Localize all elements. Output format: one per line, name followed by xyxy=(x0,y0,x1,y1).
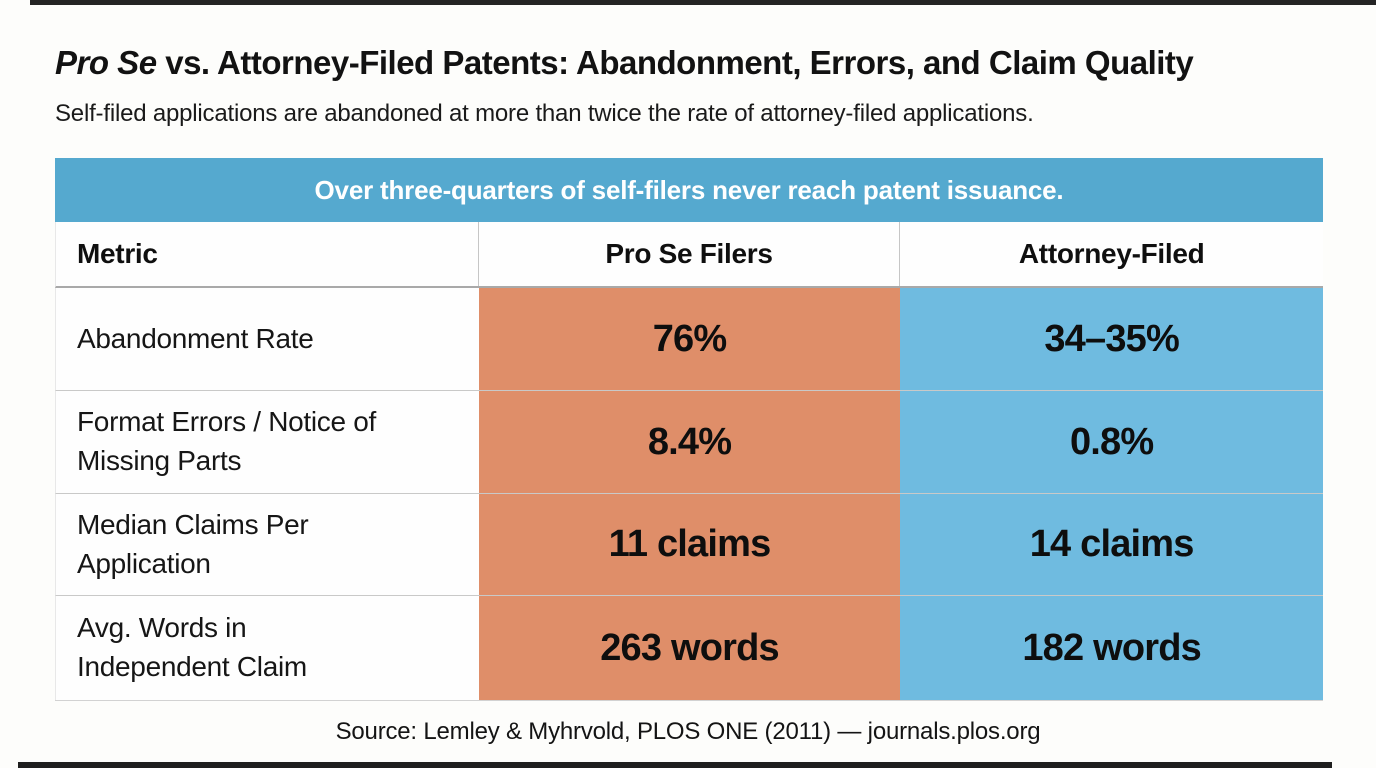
table-row: Abandonment Rate 76% 34–35% xyxy=(55,288,1323,390)
table-banner: Over three-quarters of self-filers never… xyxy=(55,158,1323,222)
title-rest-part: vs. Attorney-Filed Patents: Abandonment,… xyxy=(156,44,1194,81)
attorney-value: 182 words xyxy=(900,596,1323,700)
metric-label: Median Claims Per Application xyxy=(56,494,479,595)
column-header-metric: Metric xyxy=(56,222,479,286)
table-row: Median Claims Per Application 11 claims … xyxy=(55,493,1323,595)
table-row: Format Errors / Notice of Missing Parts … xyxy=(55,390,1323,493)
table-header-row: Metric Pro Se Filers Attorney-Filed xyxy=(55,222,1323,288)
source-citation: Source: Lemley & Myhrvold, PLOS ONE (201… xyxy=(335,718,1041,745)
metric-label: Abandonment Rate xyxy=(56,288,479,390)
pro-se-value: 11 claims xyxy=(478,494,901,595)
table-row: Avg. Words in Independent Claim 263 word… xyxy=(55,595,1323,700)
column-header-pro-se: Pro Se Filers xyxy=(478,222,901,286)
comparison-table: Over three-quarters of self-filers never… xyxy=(55,158,1323,701)
top-edge-bar xyxy=(30,0,1376,5)
bottom-edge-bar xyxy=(18,762,1332,768)
attorney-value: 34–35% xyxy=(900,288,1323,390)
pro-se-value: 76% xyxy=(478,288,901,390)
page-title: Pro Se vs. Attorney-Filed Patents: Aband… xyxy=(55,44,1194,82)
pro-se-value: 8.4% xyxy=(478,391,901,493)
page-subtitle: Self-filed applications are abandoned at… xyxy=(55,100,1034,127)
title-italic-part: Pro Se xyxy=(55,44,157,81)
metric-label: Avg. Words in Independent Claim xyxy=(56,596,479,700)
metric-label: Format Errors / Notice of Missing Parts xyxy=(56,391,479,493)
attorney-value: 14 claims xyxy=(900,494,1323,595)
pro-se-value: 263 words xyxy=(478,596,901,700)
column-header-attorney: Attorney-Filed xyxy=(900,222,1323,286)
attorney-value: 0.8% xyxy=(900,391,1323,493)
